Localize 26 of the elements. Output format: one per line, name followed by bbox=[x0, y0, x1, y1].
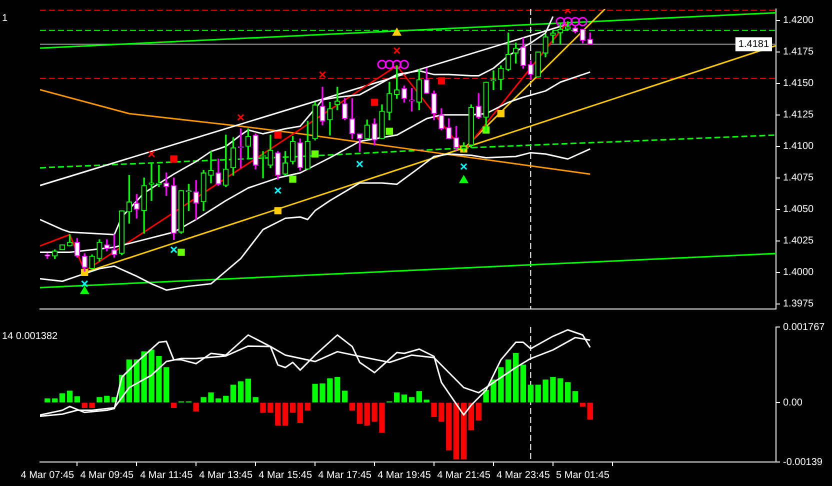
y-tick-label: 1.4175 bbox=[783, 46, 814, 58]
x-tick-label: 4 Mar 23:45 bbox=[496, 470, 550, 481]
x-tick-label: 4 Mar 07:45 bbox=[20, 470, 75, 481]
y-tick-label: 0.001767 bbox=[783, 322, 826, 333]
y-tick-label: 1.4000 bbox=[783, 267, 814, 278]
y-tick-label: 1.4150 bbox=[783, 78, 814, 90]
x-tick-label: 4 Mar 17:45 bbox=[318, 470, 372, 481]
y-tick-label: 1.4200 bbox=[783, 15, 814, 26]
y-tick-label: 1.4075 bbox=[783, 172, 814, 184]
x-tick-label: 4 Mar 19:45 bbox=[378, 470, 432, 481]
x-tick-label: 5 Mar 01:45 bbox=[556, 470, 610, 481]
y-tick-label: -0.00139 bbox=[783, 456, 823, 468]
x-tick-label: 4 Mar 15:45 bbox=[258, 470, 312, 481]
y-tick-label: 1.4100 bbox=[783, 141, 814, 152]
y-tick-label: 1.4050 bbox=[783, 204, 814, 216]
y-tick-label: 1.4125 bbox=[783, 110, 814, 121]
x-tick-label: 4 Mar 13:45 bbox=[199, 470, 253, 481]
y-tick-label: 1.3975 bbox=[783, 298, 814, 310]
annotation: 14 0.001382 bbox=[2, 330, 58, 342]
y-tick-label: 1.4025 bbox=[783, 236, 814, 247]
x-tick-label: 4 Mar 11:45 bbox=[140, 470, 194, 481]
x-tick-label: 4 Mar 09:45 bbox=[80, 470, 134, 481]
x-tick-label: 4 Mar 21:45 bbox=[437, 470, 491, 481]
y-tick-label: 0.00 bbox=[783, 397, 803, 408]
text: 1 bbox=[2, 12, 8, 24]
ref-line-label: 1.4181 bbox=[738, 39, 770, 50]
